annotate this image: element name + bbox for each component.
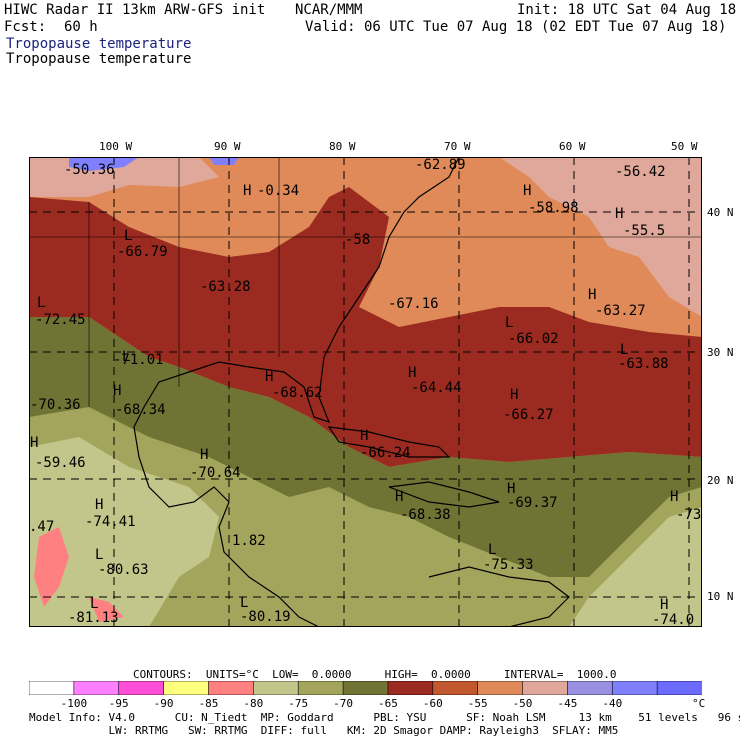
colorbar-swatch: [432, 681, 479, 695]
lon-label-70w: 70 W: [444, 140, 471, 153]
model-title: HIWC Radar II 13km ARW-GFS init: [4, 2, 266, 18]
lat-label-40n: 40 N: [707, 206, 734, 219]
init-time: Init: 18 UTC Sat 04 Aug 18: [517, 2, 737, 18]
colorbar-unit: °C: [692, 697, 706, 710]
colorbar-tick-label: -65: [377, 697, 398, 710]
valid-time: Valid: 06 UTC Tue 07 Aug 18 (02 EDT Tue …: [305, 19, 727, 35]
colorbar-swatch: [522, 681, 569, 695]
band-tan-east: [569, 507, 702, 627]
model-info-line2: LW: RRTMG SW: RRTMG DIFF: full KM: 2D Sm…: [29, 724, 619, 737]
band-tan: [29, 437, 219, 627]
colorbar-tick-label: -45: [557, 697, 578, 710]
model-institution: NCAR/MMM: [295, 2, 363, 18]
colorbar-tick-label: -85: [198, 697, 219, 710]
colorbar-swatch: [567, 681, 614, 695]
colorbar-tick-label: -75: [288, 697, 309, 710]
colorbar-swatch: [208, 681, 255, 695]
colorbar-ticks: -100 -95 -90 -85 -80 -75 -70 -65 -60 -55 -50 -45 -40: [0, 697, 740, 711]
colorbar-tick-label: -60: [422, 697, 443, 710]
lat-lon-grid: [29, 157, 702, 627]
colorbar-swatch: [163, 681, 210, 695]
field-title-primary: Tropopause temperature: [6, 36, 192, 52]
lat-label-10n: 10 N: [707, 590, 734, 603]
band-northeast-pink: [499, 157, 702, 317]
band-blue-top: [69, 157, 239, 171]
colorbar-swatch: [611, 681, 658, 695]
band-salmon-blobs: [34, 527, 124, 622]
lon-label-90w: 90 W: [214, 140, 241, 153]
colorbar-tick-label: -55: [467, 697, 488, 710]
colorbar-tick-label: -95: [108, 697, 129, 710]
colorbar-swatch: [297, 681, 344, 695]
colorbar-tick-label: -70: [333, 697, 354, 710]
colorbar: [29, 681, 702, 695]
forecast-hour: 60 h: [64, 19, 98, 35]
colorbar-swatch: [253, 681, 300, 695]
forecast-label: Fcst:: [4, 19, 47, 35]
colorbar-tick-label: -40: [602, 697, 623, 710]
contours-info: CONTOURS: UNITS=°C LOW= 0.0000 HIGH= 0.0…: [133, 668, 617, 681]
tropopause-temperature-map: [29, 157, 702, 627]
lat-label-30n: 30 N: [707, 346, 734, 359]
colorbar-tick-label: -80: [243, 697, 264, 710]
field-title-secondary: Tropopause temperature: [6, 51, 192, 67]
lon-label-60w: 60 W: [559, 140, 586, 153]
lon-label-80w: 80 W: [329, 140, 356, 153]
colorbar-swatch: [73, 681, 120, 695]
coastlines: [29, 157, 702, 627]
colorbar-swatch: [118, 681, 165, 695]
lon-label-50w: 50 W: [671, 140, 698, 153]
lon-label-100w: 100 W: [99, 140, 133, 153]
colorbar-tick-label: -100: [60, 697, 88, 710]
colorbar-swatch: [477, 681, 524, 695]
colorbar-swatch: [656, 681, 702, 695]
band-dark-red: [29, 187, 702, 467]
colorbar-tick-label: -90: [153, 697, 174, 710]
model-info-line1: Model Info: V4.0 CU: N_Tiedt MP: Goddard…: [29, 711, 740, 724]
band-olive-light: [29, 407, 702, 627]
colorbar-swatch: [29, 681, 75, 695]
lat-label-20n: 20 N: [707, 474, 734, 487]
colorbar-tick-label: -50: [512, 697, 533, 710]
colorbar-swatch: [387, 681, 434, 695]
colorbar-swatch: [342, 681, 389, 695]
map-frame: [29, 157, 702, 627]
